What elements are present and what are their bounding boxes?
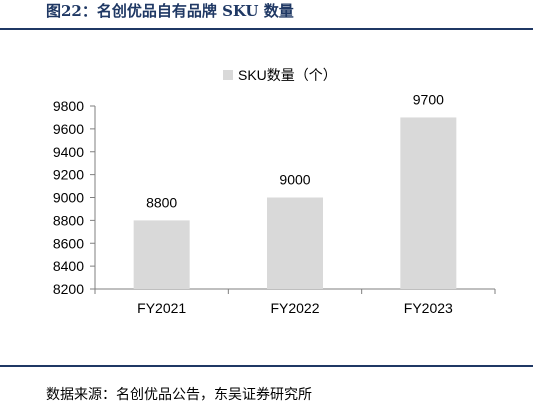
bar	[267, 197, 323, 289]
legend-label: SKU数量（个）	[238, 67, 337, 83]
y-tick-label: 8800	[53, 212, 84, 228]
y-tick-label: 8600	[53, 235, 84, 251]
bars	[133, 117, 457, 289]
source-rule	[0, 365, 533, 367]
y-tick-label: 9000	[53, 190, 84, 206]
bar	[133, 220, 190, 289]
x-axis: FY2021 FY2022 FY2023	[94, 288, 496, 316]
data-labels: 8800 9000 9700	[146, 91, 444, 210]
y-tick-label: 9600	[53, 121, 84, 137]
x-tick-label: FY2022	[270, 300, 319, 316]
source-note: 数据来源：名创优品公告，东吴证券研究所	[46, 387, 312, 403]
figure-title: 图22：名创优品自有品牌 SKU 数量	[46, 2, 294, 20]
data-label: 8800	[146, 194, 177, 210]
bar	[400, 117, 457, 289]
y-tick-label: 9200	[53, 167, 84, 183]
x-tick-label: FY2023	[404, 300, 453, 316]
data-label: 9000	[279, 172, 310, 188]
y-tick-label: 8200	[53, 281, 84, 297]
y-tick-label: 9800	[53, 98, 84, 114]
title-rule	[0, 28, 533, 30]
data-label: 9700	[413, 91, 444, 107]
chart-legend: SKU数量（个）	[223, 67, 337, 83]
x-tick-label: FY2021	[137, 300, 186, 316]
y-axis: 8200 8400 8600 8800 9000 9200 9400 9600 9800	[53, 98, 96, 297]
y-tick-label: 9400	[53, 144, 84, 160]
y-tick-label: 8400	[53, 258, 84, 274]
legend-swatch	[223, 70, 233, 80]
